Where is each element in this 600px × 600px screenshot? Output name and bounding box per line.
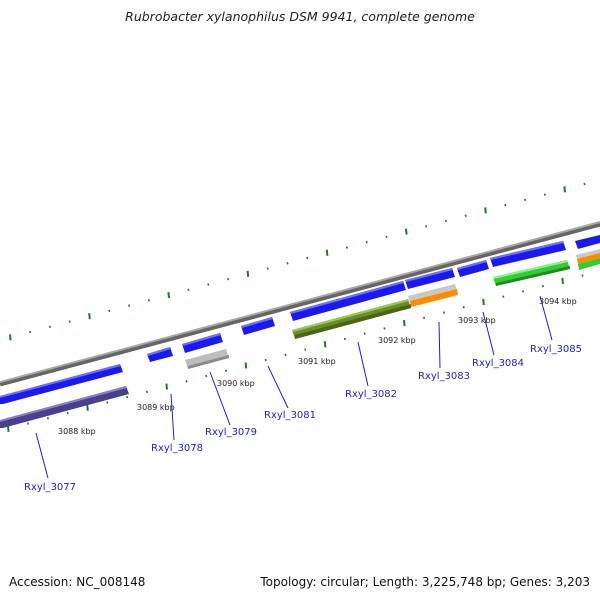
gc-tick (524, 198, 527, 202)
gene-rxyl-3077[interactable] (0, 364, 123, 404)
gc-tick (126, 395, 129, 399)
gc-tick (225, 369, 228, 372)
gene-rxyl-3085[interactable] (490, 241, 566, 267)
kbp-label: 3092 kbp (378, 336, 416, 345)
gc-tick (541, 284, 544, 288)
gc-tick (207, 283, 210, 286)
gc-tick (464, 214, 467, 217)
gc-tick (88, 313, 91, 320)
gc-tick (29, 330, 32, 334)
gene-partial-right[interactable] (575, 235, 600, 270)
gc-tick (205, 374, 208, 378)
gc-tick (343, 337, 346, 341)
gc-tick (423, 316, 426, 320)
gene-label-rxyl-3083[interactable]: Rxyl_3083 (418, 371, 470, 382)
gc-tick (27, 422, 30, 425)
gc-tick (264, 358, 267, 362)
gc-tick (385, 235, 388, 239)
gc-tick (108, 309, 111, 313)
gc-tick (325, 249, 329, 256)
gc-tick (284, 353, 287, 357)
genome-backbone (0, 221, 600, 387)
gc-tick (323, 341, 327, 348)
gc-tick (167, 291, 170, 299)
gene-labels: Rxyl_3077 Rxyl_3078 Rxyl_3079 Rxyl_3081 … (24, 344, 582, 493)
gene-rxyl-3084[interactable] (457, 260, 489, 277)
gc-tick (227, 277, 230, 281)
gc-tick (147, 299, 150, 302)
gc-tick (583, 182, 586, 186)
gc-tick (504, 203, 507, 207)
gc-tick (502, 295, 505, 298)
gene-rxyl-3083[interactable] (405, 268, 455, 289)
gc-tick (106, 401, 109, 404)
gc-tick (442, 311, 445, 314)
gc-tick (286, 262, 289, 265)
gene-rxyl-3081[interactable] (241, 317, 275, 335)
gc-tick (482, 298, 485, 306)
kbp-label: 3089 kbp (137, 403, 175, 412)
gene-rxyl-3079[interactable] (182, 333, 223, 353)
gc-tick (543, 193, 546, 196)
gc-tick (128, 304, 131, 307)
gc-tick (304, 348, 307, 351)
cds-rxyl-3082[interactable] (292, 299, 411, 339)
map-title: Rubrobacter xylanophilus DSM 9941, compl… (125, 9, 475, 24)
gc-tick (345, 246, 348, 249)
gc-tick (187, 288, 190, 291)
gc-tick (484, 207, 487, 214)
kbp-label: 3091 kbp (298, 357, 336, 366)
kbp-label: 3090 kbp (217, 379, 255, 388)
accession-label: Accession: NC_008148 (9, 575, 146, 589)
gene-label-rxyl-3085[interactable]: Rxyl_3085 (530, 344, 582, 355)
kbp-scale: 3088 kbp 3089 kbp 3090 kbp 3091 kbp 3092… (58, 297, 577, 436)
gc-tick (266, 267, 269, 270)
gc-tick (403, 320, 406, 327)
topology-label: Topology: circular; Length: 3,225,748 bp… (260, 575, 590, 589)
gc-tick (363, 332, 366, 335)
cds-rxyl-3083[interactable] (408, 284, 458, 307)
kbp-label: 3094 kbp (539, 297, 577, 306)
gc-tick (383, 327, 386, 330)
gene-rxyl-3078[interactable] (147, 347, 173, 362)
gc-tick (68, 320, 71, 323)
gc-tick (425, 225, 428, 228)
gc-tick (405, 228, 408, 235)
kbp-label: 3093 kbp (458, 316, 496, 325)
gc-tick (46, 417, 49, 420)
gene-leader-lines (35, 295, 553, 479)
gc-tick (66, 411, 69, 415)
cds-rxyl-3085[interactable] (493, 260, 570, 286)
gc-tick (244, 362, 248, 369)
gc-tick (522, 290, 525, 293)
cds-rxyl-3079[interactable] (185, 349, 229, 369)
gc-tick (444, 219, 447, 223)
gc-tick (561, 277, 564, 284)
gc-tick (563, 186, 566, 193)
gc-tick (7, 425, 10, 432)
gc-tick (185, 380, 188, 383)
gene-label-rxyl-3079[interactable]: Rxyl_3079 (205, 427, 257, 438)
gc-tick (365, 240, 368, 244)
gc-tick (165, 383, 168, 390)
gc-tick (9, 334, 12, 341)
gene-label-rxyl-3084[interactable]: Rxyl_3084 (472, 358, 524, 369)
gc-tick (462, 306, 465, 309)
gene-rxyl-3082[interactable] (290, 281, 406, 321)
gene-label-rxyl-3081[interactable]: Rxyl_3081 (264, 410, 316, 421)
kbp-label: 3088 kbp (58, 427, 96, 436)
gc-tick (145, 390, 148, 394)
gene-features (0, 235, 600, 428)
gene-label-rxyl-3077[interactable]: Rxyl_3077 (24, 482, 76, 493)
gene-label-rxyl-3078[interactable]: Rxyl_3078 (151, 443, 203, 454)
cds-rxyl-3077[interactable] (0, 386, 129, 428)
gene-label-rxyl-3082[interactable]: Rxyl_3082 (345, 389, 397, 400)
gc-tick (48, 325, 51, 328)
gc-tick (581, 274, 584, 277)
gc-tick (306, 256, 309, 260)
gc-content-ticks (7, 182, 586, 432)
gc-tick (246, 270, 250, 277)
gc-tick (86, 404, 89, 411)
